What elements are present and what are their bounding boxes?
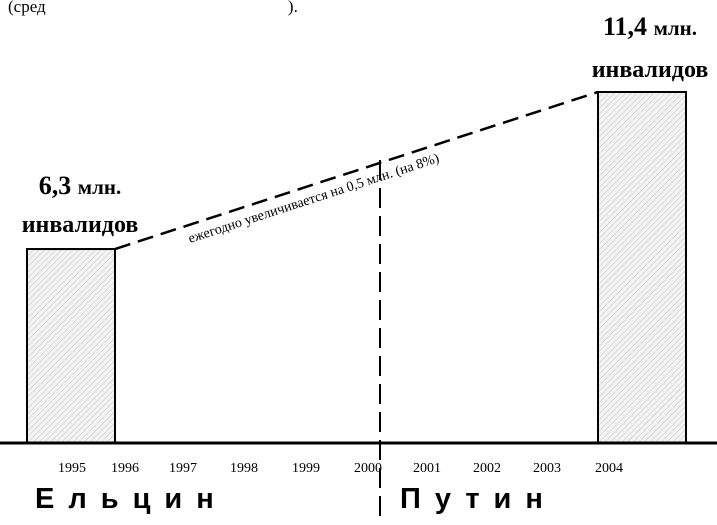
eras-layer: Ельцин Путин [35,483,557,515]
bar-value-unit: млн. [654,16,697,40]
tick-label-2000: 2000 [354,461,382,476]
tick-label-1995: 1995 [58,461,86,476]
bar-value-number: 11,4 [603,12,654,41]
bar-value-sublabel-2003: инвалидов [592,57,709,83]
tick-label-2003: 2003 [533,461,561,476]
ticks-layer: 1995 1996 1997 1998 1999 2000 2001 2002 2003 2004 [58,461,623,476]
tick-label-1999: 1999 [292,461,320,476]
bar-value-label-1995: 6,3 млн. [39,171,121,200]
trend-line [114,90,599,251]
tick-label-2001: 2001 [413,461,441,476]
labels-layer: 6,3 млн. инвалидов 11,4 млн. инвалидов [22,12,709,238]
era-label-1: Ельцин [35,483,228,515]
tick-label-1997: 1997 [169,461,197,476]
bar-2003-2004 [597,91,687,444]
tick-label-2002: 2002 [473,461,501,476]
bars-layer [26,91,687,444]
bar-value-unit: млн. [78,175,121,199]
bar-value-number: 6,3 [39,171,78,200]
bar-1995-1996 [26,248,116,444]
trend-label: ежегодно увеличивается на 0,5 млн. (на 8… [187,151,442,247]
bar-value-sublabel-1995: инвалидов [22,212,139,238]
tick-label-1996: 1996 [111,461,139,476]
trend-layer: ежегодно увеличивается на 0,5 млн. (на 8… [114,90,599,251]
era-label-2: Путин [400,483,557,515]
bar-value-label-2003: 11,4 млн. [603,12,697,41]
header-fragment: (сред ). [8,0,298,16]
tick-label-1998: 1998 [230,461,258,476]
tick-label-2004: 2004 [595,461,623,476]
